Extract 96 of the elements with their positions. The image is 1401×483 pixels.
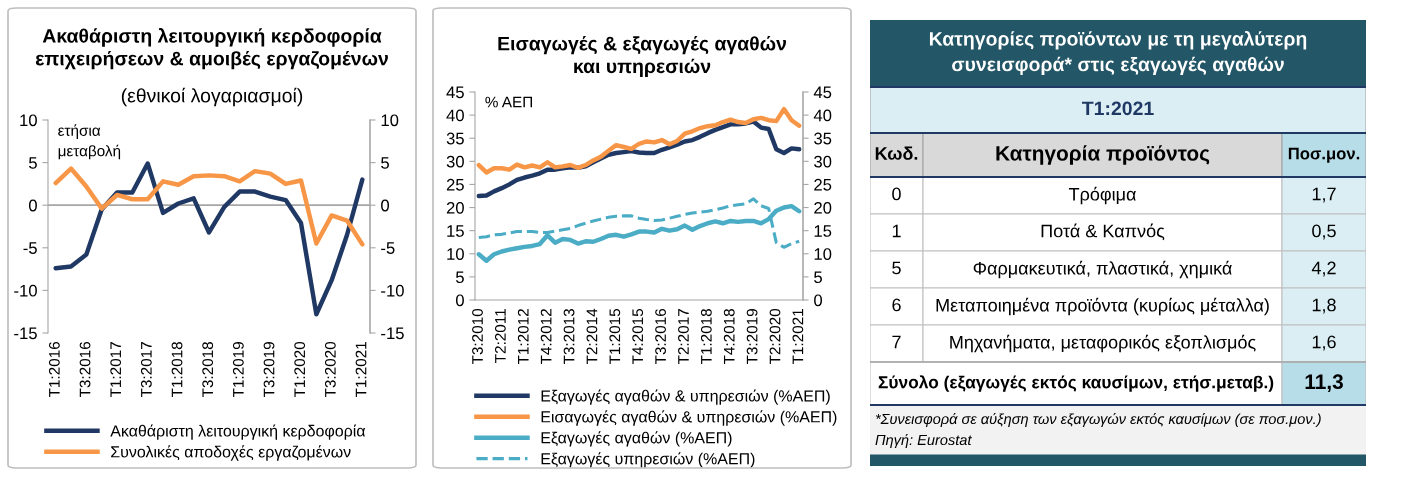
line-series	[476, 106, 802, 175]
x-tick-label: T1:2018	[700, 308, 712, 365]
y2-tick-label: 10	[814, 248, 832, 260]
x-tick-label: T1:2019	[232, 342, 244, 398]
text: Πηγή: Eurostat	[875, 433, 972, 449]
legend-label: Εξαγωγές αγαθών & υπηρεσιών (%ΑΕΠ)	[541, 389, 830, 405]
x-tick-label: T3:2018	[202, 341, 214, 398]
x-tick-label: T1:2018	[171, 341, 183, 398]
x-tick-label: T2:2011	[494, 309, 506, 363]
x-tick-label: T1:2015	[609, 308, 621, 365]
y-axis-title: ετήσια μεταβολή	[58, 124, 121, 160]
y2-tick-label: -10	[381, 284, 404, 297]
category-label: Μεταποιημένα προϊόντα (κυρίως μέταλλα)	[936, 297, 1269, 316]
y2-tick-label: 5	[814, 271, 822, 284]
x-tick-label: T3:2019	[746, 309, 758, 365]
text: T1:2021	[1082, 101, 1154, 116]
x-tick-label: T3:2016	[655, 309, 666, 365]
text: 4,2	[1311, 261, 1336, 277]
y-tick-label: 5	[455, 271, 464, 284]
legend-label: Εισαγωγές αγαθών & υπηρεσιών (%ΑΕΠ)	[541, 410, 837, 426]
x-tick-label: T3:2019	[263, 342, 275, 398]
text: 0	[892, 187, 901, 201]
line-series	[53, 166, 365, 247]
y2-tick-label: 20	[814, 201, 832, 214]
x-tick-label: T1:2021	[792, 309, 804, 365]
y2-tick-label: 5	[381, 157, 389, 169]
x-tick-label: T4:2015	[632, 308, 644, 365]
text: 11,3	[1305, 374, 1343, 393]
x-tick-label: T3:2013	[563, 309, 575, 365]
y-tick-label: 35	[446, 132, 464, 145]
y-tick-label: 15	[447, 225, 464, 237]
y2-tick-label: 0	[814, 294, 823, 307]
y2-tick-label: 0	[381, 199, 390, 212]
y-tick-label: -5	[23, 242, 37, 254]
y-tick-label: 40	[446, 109, 464, 122]
x-tick-label: T3:2020	[324, 341, 336, 398]
text: Ποσ.μον.	[1288, 147, 1360, 163]
category-label: Ποτά & Καπνός	[1041, 223, 1165, 241]
x-tick-label: T1:2016	[48, 342, 60, 398]
x-tick-label: T2:2014	[586, 308, 598, 365]
text: 7	[892, 335, 901, 349]
legend-label: Εξαγωγές υπηρεσιών (%ΑΕΠ)	[541, 452, 755, 468]
chart-title: Ακαθάριστη λειτουργική κερδοφορία επιχειρήσεων & αμοιβές εργαζομένων	[35, 28, 388, 70]
text: Κωδ.	[875, 146, 918, 160]
category-label: Φαρμακευτικά, πλαστικά, χημικά	[973, 260, 1232, 279]
y-tick-label: 20	[446, 201, 464, 214]
y-tick-label: 30	[446, 155, 464, 168]
text: Κατηγορίες προϊόντων με τη μεγαλύτερη συνεισφορά* στις εξαγωγές αγαθών	[929, 30, 1307, 76]
legend-label: Εξαγωγές αγαθών (%ΑΕΠ)	[541, 431, 732, 447]
x-tick-label: T4:2012	[540, 309, 552, 365]
text: 1,8	[1312, 298, 1336, 314]
category-label: Τρόφιμα	[1068, 186, 1136, 205]
text: 1,6	[1312, 335, 1336, 351]
y2-tick-label: -15	[381, 327, 404, 340]
legend-label: Ακαθάριστη λειτουργική κερδοφορία	[110, 424, 366, 440]
y-tick-label: 45	[446, 86, 464, 99]
y2-tick-label: 35	[814, 132, 832, 145]
x-tick-label: T3:2017	[140, 342, 152, 398]
y-tick-label: 25	[446, 178, 464, 191]
y2-tick-label: 15	[814, 225, 832, 237]
text: *Συνεισφορά σε αύξηση των εξαγωγών εκτός καυσίμων (σε ποσ.μον.)	[875, 412, 1321, 428]
y-tick-label: 5	[28, 157, 37, 169]
y2-tick-label: -5	[381, 242, 395, 254]
y2-tick-label: 45	[813, 86, 832, 99]
legend-label: Συνολικές αποδοχές εργαζομένων	[111, 445, 351, 461]
x-tick-label: T1:2017	[110, 342, 122, 398]
y2-tick-label: 40	[813, 109, 832, 122]
x-tick-label: T1:2021	[355, 342, 367, 398]
chart-subtitle: (εθνικοί λογαριασμοί)	[121, 87, 303, 107]
y-tick-label: 0	[455, 294, 464, 307]
text: 1,7	[1312, 187, 1336, 203]
y-tick-label: -15	[14, 327, 37, 340]
text: Κατηγορία προϊόντος	[996, 145, 1210, 165]
category-label: Σύνολο (εξαγωγές εκτός καυσίμων, ετήσ.μεταβ.)	[878, 375, 1274, 392]
y-axis-title: % ΑΕΠ	[485, 96, 532, 108]
line-series	[53, 161, 365, 317]
x-tick-label: T3:2016	[79, 342, 91, 398]
y2-tick-label: 30	[814, 155, 832, 168]
y-tick-label: -10	[14, 284, 37, 297]
x-tick-label: T3:2010	[472, 308, 483, 365]
chart-title: Εισαγωγές & εξαγωγές αγαθών και υπηρεσιών	[498, 35, 787, 77]
category-label: Μηχανήματα, μεταφορικός εξοπλισμός	[950, 334, 1256, 353]
text: 1	[892, 224, 901, 238]
x-tick-label: T1:2012	[517, 309, 529, 365]
text: 5	[892, 261, 901, 275]
y2-tick-label: 25	[814, 178, 832, 191]
y-tick-label: 0	[28, 199, 37, 212]
y2-tick-label: 10	[381, 114, 399, 127]
text: 6	[892, 298, 901, 312]
y-tick-label: 10	[447, 248, 464, 260]
x-tick-label: T2:2020	[769, 308, 781, 365]
y-tick-label: 10	[20, 114, 37, 127]
x-tick-label: T1:2020	[294, 341, 306, 398]
text: 0,5	[1312, 224, 1336, 240]
x-tick-label: T4:2018	[723, 308, 735, 365]
x-tick-label: T2:2017	[678, 309, 689, 365]
